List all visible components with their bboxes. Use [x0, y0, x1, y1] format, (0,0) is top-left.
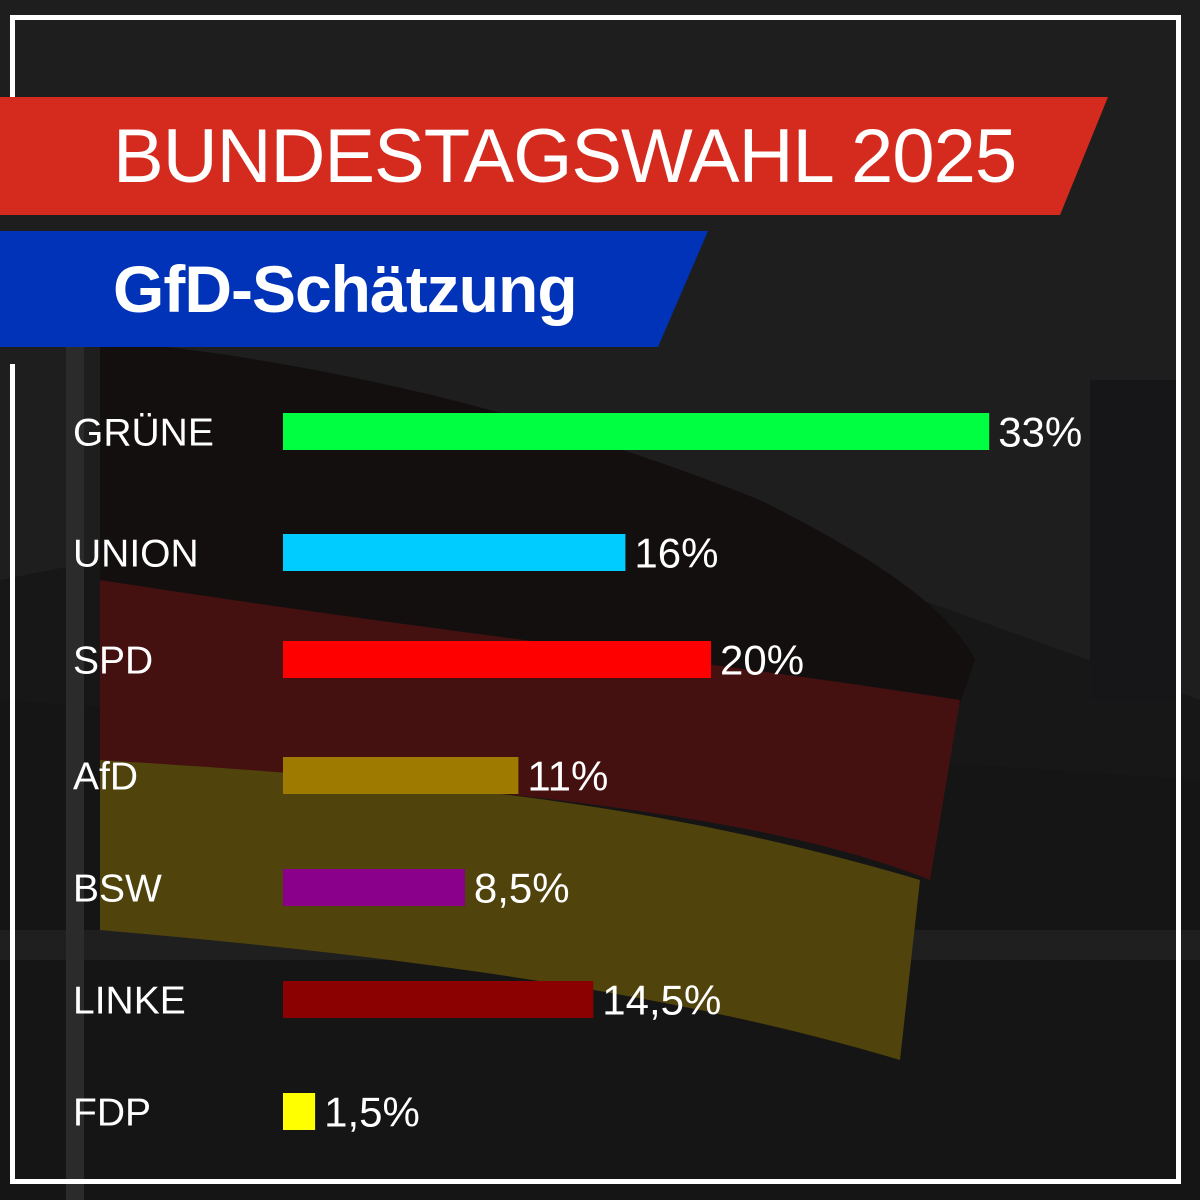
value-label-5: 14,5%	[602, 977, 721, 1024]
value-label-6: 1,5%	[324, 1089, 420, 1136]
bar-0	[283, 413, 990, 450]
category-label-1: UNION	[73, 533, 199, 576]
value-label-1: 16%	[634, 530, 718, 577]
page-subtitle: GfD-Schätzung	[113, 252, 578, 326]
category-label-4: BSW	[73, 868, 162, 911]
category-label-3: AfD	[73, 756, 138, 799]
category-label-6: FDP	[73, 1092, 151, 1135]
frame-left	[10, 15, 15, 100]
value-label-0: 33%	[998, 409, 1082, 456]
value-label-3: 11%	[527, 753, 608, 800]
bar-4	[283, 869, 465, 906]
value-label-4: 8,5%	[474, 865, 570, 912]
category-label-5: LINKE	[73, 980, 186, 1023]
bar-2	[283, 641, 711, 678]
bar-5	[283, 981, 594, 1018]
bar-1	[283, 534, 626, 571]
category-label-0: GRÜNE	[73, 412, 214, 455]
subtitle-banner-shape	[0, 231, 708, 347]
category-label-2: SPD	[73, 640, 153, 683]
page-title: BUNDESTAGSWAHL 2025	[113, 114, 1017, 199]
title-banner-shape	[0, 97, 1108, 215]
bar-6	[283, 1093, 316, 1130]
frame-right	[1176, 15, 1181, 1184]
title-banner: BUNDESTAGSWAHL 2025	[0, 97, 1110, 215]
bar-3	[283, 757, 519, 794]
value-label-2: 20%	[720, 637, 804, 684]
frame-bottom	[10, 1179, 1181, 1184]
frame-left-lower	[10, 364, 15, 1184]
subtitle-banner: GfD-Schätzung	[0, 231, 710, 347]
frame-top	[10, 15, 1181, 20]
